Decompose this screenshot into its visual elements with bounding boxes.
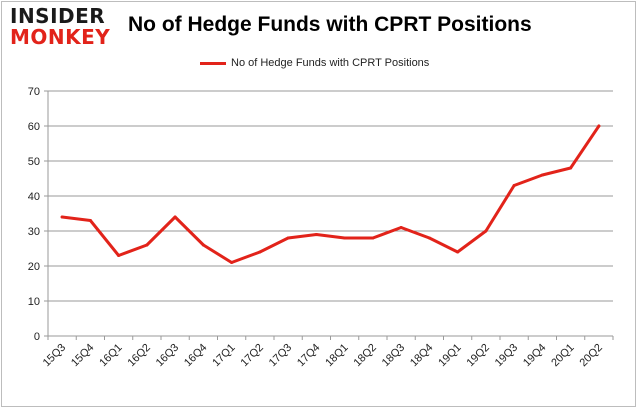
data-point-18Q2 <box>371 236 375 240</box>
y-tick-label-50: 50 <box>28 156 40 168</box>
data-point-19Q1 <box>456 250 460 254</box>
data-point-19Q2 <box>484 229 488 233</box>
data-point-20Q1 <box>569 166 573 170</box>
y-tick-labels: 0 10 20 30 40 50 60 70 <box>28 86 40 343</box>
x-tick-label-18Q3: 18Q3 <box>380 342 408 370</box>
x-tick-label-15Q3: 15Q3 <box>41 342 69 370</box>
x-tick-label-18Q4: 18Q4 <box>408 342 436 370</box>
x-tick-label-19Q4: 19Q4 <box>521 342 549 370</box>
legend-label: No of Hedge Funds with CPRT Positions <box>231 57 430 69</box>
chart-title: No of Hedge Funds with CPRT Positions <box>128 13 532 36</box>
x-tick-label-16Q1: 16Q1 <box>97 342 125 370</box>
data-point-15Q3 <box>60 215 64 219</box>
x-tick-label-20Q2: 20Q2 <box>577 342 605 370</box>
series-line-0 <box>60 124 601 264</box>
axes <box>44 90 614 340</box>
y-tick-label-30: 30 <box>28 226 40 238</box>
y-tick-label-0: 0 <box>34 331 40 343</box>
x-tick-label-19Q2: 19Q2 <box>464 342 492 370</box>
series-lines <box>60 124 601 264</box>
x-tick-label-17Q2: 17Q2 <box>238 342 266 370</box>
x-tick-label-18Q1: 18Q1 <box>323 342 351 370</box>
y-tick-label-40: 40 <box>28 191 40 203</box>
data-point-16Q4 <box>201 243 205 247</box>
chart-legend: No of Hedge Funds with CPRT Positions <box>200 57 429 69</box>
legend-swatch <box>200 61 226 65</box>
data-point-18Q3 <box>399 226 403 229</box>
x-tick-label-19Q1: 19Q1 <box>436 342 464 370</box>
grid-lines <box>48 90 613 302</box>
x-tick-label-19Q3: 19Q3 <box>493 342 521 370</box>
data-point-16Q3 <box>173 215 177 219</box>
data-point-19Q4 <box>540 173 544 177</box>
data-point-16Q2 <box>145 243 149 247</box>
data-point-18Q1 <box>343 236 347 240</box>
x-tick-labels: 15Q3 15Q4 16Q1 16Q2 16Q3 16Q4 17Q1 17Q2 17Q3 17Q4… <box>41 342 605 370</box>
data-point-17Q1 <box>230 261 234 264</box>
data-point-18Q4 <box>427 236 431 240</box>
y-tick-label-20: 20 <box>28 261 40 273</box>
x-tick-label-17Q1: 17Q1 <box>210 342 238 370</box>
x-tick-label-15Q4: 15Q4 <box>69 342 97 370</box>
y-tick-label-70: 70 <box>28 86 40 98</box>
x-tick-label-16Q2: 16Q2 <box>125 342 153 370</box>
data-point-15Q4 <box>88 219 92 222</box>
x-tick-label-17Q4: 17Q4 <box>295 342 323 370</box>
logo-text-insider: INSIDER <box>10 4 106 28</box>
data-point-20Q2 <box>597 124 601 128</box>
insider-monkey-logo: INSIDER MONKEY <box>10 6 116 47</box>
x-tick-label-17Q3: 17Q3 <box>267 342 295 370</box>
x-tick-label-20Q1: 20Q1 <box>549 342 577 370</box>
logo-text-monkey: MONKEY <box>10 25 111 49</box>
x-tick-label-18Q2: 18Q2 <box>351 342 379 370</box>
x-tick-label-16Q4: 16Q4 <box>182 342 210 370</box>
y-tick-label-10: 10 <box>28 296 40 308</box>
data-point-19Q3 <box>512 184 516 187</box>
data-point-17Q4 <box>314 233 318 236</box>
x-tick-label-16Q3: 16Q3 <box>154 342 182 370</box>
data-point-17Q2 <box>258 250 262 254</box>
y-tick-label-60: 60 <box>28 121 40 133</box>
data-point-16Q1 <box>117 254 121 257</box>
data-point-17Q3 <box>286 236 290 240</box>
